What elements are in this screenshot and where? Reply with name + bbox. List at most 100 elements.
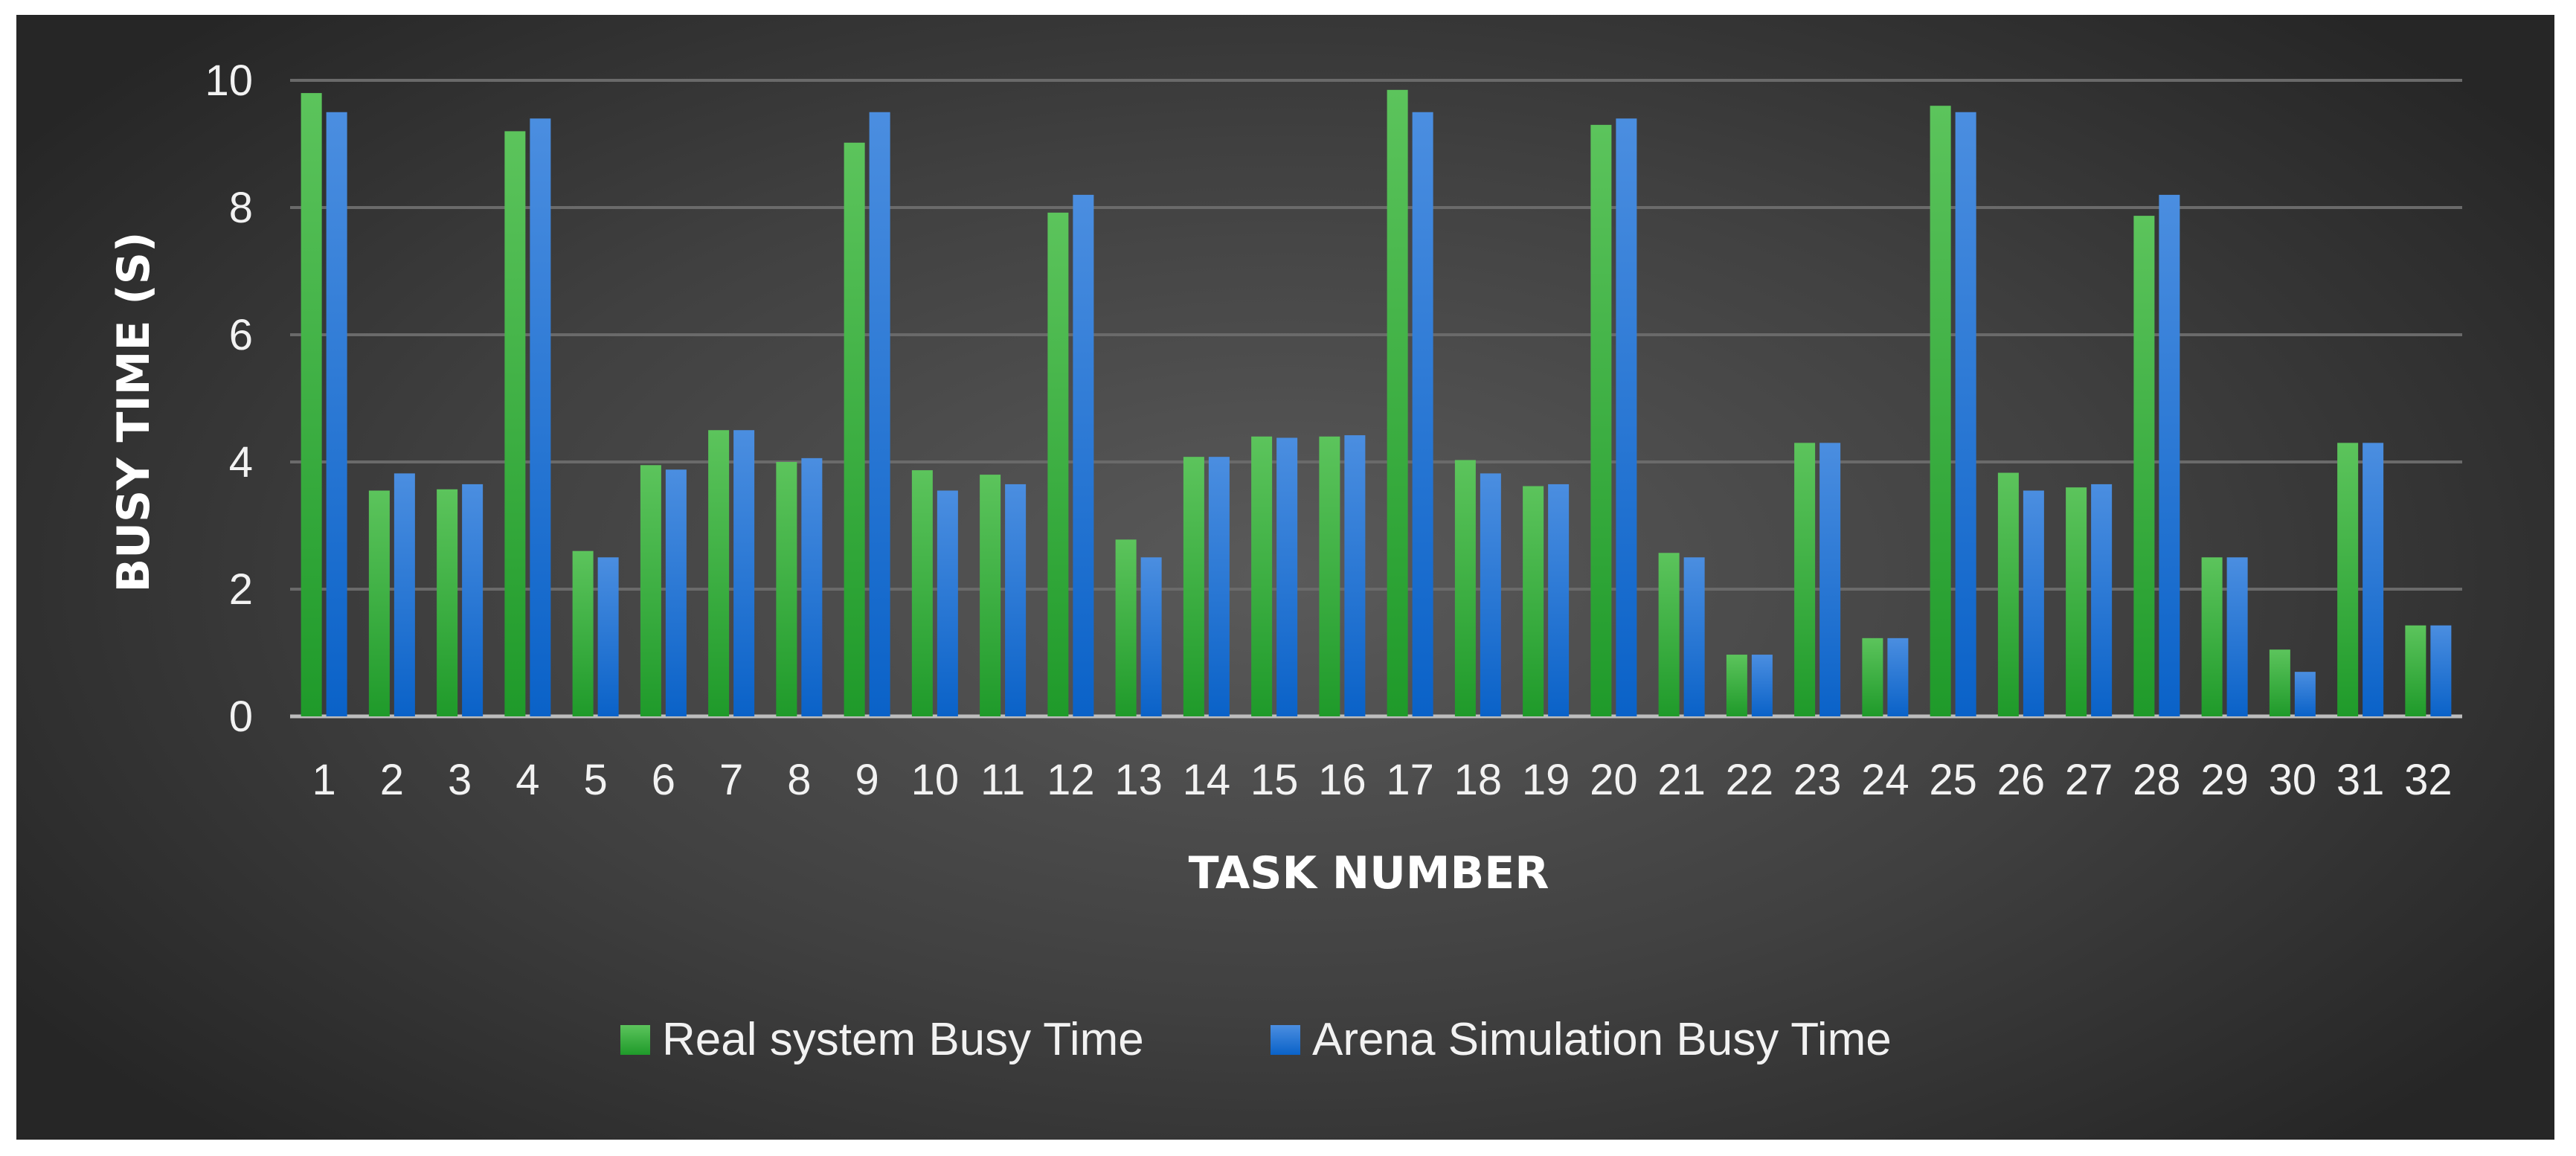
bar-arena-simulation-task-9 [869, 112, 890, 716]
x-tick-label: 8 [787, 756, 811, 804]
bar-real-system-task-20 [1590, 124, 1612, 717]
bar-real-system-task-26 [1997, 472, 2019, 716]
bar-real-system-task-22 [1726, 655, 1747, 716]
bar-arena-simulation-task-24 [1887, 638, 1909, 716]
bar-arena-simulation-task-19 [1548, 484, 1570, 716]
x-tick-label: 4 [515, 756, 539, 804]
x-tick-label: 18 [1454, 756, 1503, 804]
bar-arena-simulation-task-1 [326, 112, 347, 716]
bar-arena-simulation-task-5 [597, 557, 619, 716]
x-tick-label: 12 [1047, 756, 1095, 804]
bar-real-system-task-5 [572, 550, 594, 716]
bar-real-system-task-21 [1658, 553, 1680, 716]
x-tick-label: 28 [2133, 756, 2181, 804]
bar-arena-simulation-task-25 [1955, 112, 1976, 716]
x-tick-label: 14 [1183, 756, 1231, 804]
bar-real-system-task-9 [844, 142, 865, 717]
legend-swatch-real-system [620, 1025, 650, 1055]
bar-arena-simulation-task-30 [2294, 672, 2316, 716]
bar-arena-simulation-task-21 [1683, 557, 1705, 716]
x-tick-label: 25 [1929, 756, 1977, 804]
x-tick-label: 29 [2200, 756, 2249, 804]
bar-real-system-task-12 [1047, 212, 1069, 717]
x-tick-label: 1 [312, 756, 335, 804]
bar-arena-simulation-task-28 [2159, 194, 2180, 716]
bar-real-system-task-24 [1862, 638, 1883, 716]
x-tick-label: 22 [1726, 756, 1774, 804]
bar-real-system-task-6 [640, 465, 661, 716]
bar-arena-simulation-task-14 [1208, 457, 1230, 716]
y-tick-label: 0 [229, 693, 253, 741]
x-tick-label: 26 [1997, 756, 2046, 804]
x-tick-label: 20 [1590, 756, 1638, 804]
chart-frame: 0 2 4 6 8 10 1 2 3 4 5 6 7 8 9 10 11 12 13 14 15 16 17 18 19 20 2… [16, 15, 2554, 1140]
bar-real-system-task-30 [2269, 649, 2290, 716]
bar-real-system-task-19 [1523, 486, 1544, 716]
x-tick-label: 2 [380, 756, 404, 804]
bar-real-system-task-13 [1115, 539, 1137, 716]
bar-arena-simulation-task-18 [1480, 473, 1501, 716]
bar-real-system-task-29 [2201, 557, 2223, 716]
bar-real-system-task-2 [368, 490, 390, 716]
x-tick-label: 16 [1318, 756, 1366, 804]
x-tick-label: 10 [911, 756, 960, 804]
bar-arena-simulation-task-17 [1412, 112, 1433, 716]
x-tick-label: 32 [2404, 756, 2453, 804]
y-tick-label: 6 [229, 311, 253, 359]
bar-real-system-task-7 [708, 430, 730, 716]
bar-real-system-task-25 [1930, 106, 1951, 716]
bar-arena-simulation-task-16 [1344, 435, 1366, 716]
bar-real-system-task-28 [2133, 216, 2155, 716]
bar-real-system-task-10 [911, 470, 933, 716]
x-tick-label: 19 [1522, 756, 1570, 804]
bar-real-system-task-14 [1183, 457, 1204, 716]
bar-arena-simulation-task-8 [801, 457, 823, 716]
x-tick-label: 6 [652, 756, 675, 804]
x-tick-label: 5 [583, 756, 607, 804]
x-tick-label: 24 [1861, 756, 1909, 804]
y-tick-label: 4 [229, 438, 253, 487]
legend: Real system Busy Time Arena Simulation B… [620, 1014, 1892, 1065]
x-tick-label: 17 [1386, 756, 1434, 804]
x-tick-label: 27 [2065, 756, 2113, 804]
bar-real-system-task-32 [2405, 625, 2426, 716]
bar-real-system-task-23 [1794, 443, 1816, 716]
bar-real-system-task-27 [2066, 487, 2087, 716]
bar-arena-simulation-task-20 [1616, 118, 1637, 717]
x-tick-labels: 1 2 3 4 5 6 7 8 9 10 11 12 13 14 15 16 17 18 19 20 21 22 23 24 2… [312, 756, 2452, 804]
x-axis-title: TASK NUMBER [1189, 847, 1549, 899]
bar-arena-simulation-task-32 [2430, 625, 2452, 716]
bar-arena-simulation-task-12 [1073, 194, 1094, 716]
bar-arena-simulation-task-4 [530, 118, 551, 717]
bar-arena-simulation-task-6 [665, 469, 687, 716]
legend-label-real-system: Real system Busy Time [662, 1014, 1144, 1065]
bar-real-system-task-17 [1387, 89, 1408, 716]
x-tick-label: 3 [448, 756, 472, 804]
bar-arena-simulation-task-29 [2226, 557, 2248, 716]
x-tick-label: 9 [855, 756, 879, 804]
bar-arena-simulation-task-23 [1819, 443, 1841, 716]
bar-arena-simulation-task-27 [2091, 484, 2113, 716]
bar-real-system-task-18 [1454, 460, 1476, 716]
y-tick-labels: 0 2 4 6 8 10 [205, 57, 253, 741]
x-tick-label: 21 [1657, 756, 1706, 804]
bar-arena-simulation-task-22 [1751, 655, 1773, 716]
bar-real-system-task-3 [437, 489, 458, 716]
bar-arena-simulation-task-13 [1140, 557, 1162, 716]
bar-arena-simulation-task-11 [1005, 484, 1027, 716]
x-tick-label: 15 [1250, 756, 1299, 804]
bar-arena-simulation-task-2 [394, 473, 415, 716]
x-tick-label: 31 [2336, 756, 2385, 804]
x-tick-label: 11 [980, 756, 1025, 804]
bar-real-system-task-15 [1251, 436, 1273, 716]
bar-real-system-task-1 [301, 93, 322, 717]
bars [301, 89, 2452, 717]
x-tick-label: 30 [2269, 756, 2317, 804]
y-tick-label: 8 [229, 184, 253, 232]
bar-real-system-task-16 [1319, 436, 1340, 716]
bar-arena-simulation-task-15 [1276, 437, 1298, 716]
bar-arena-simulation-task-10 [937, 490, 958, 716]
legend-label-arena-simulation: Arena Simulation Busy Time [1312, 1014, 1892, 1065]
bar-real-system-task-31 [2337, 443, 2359, 716]
